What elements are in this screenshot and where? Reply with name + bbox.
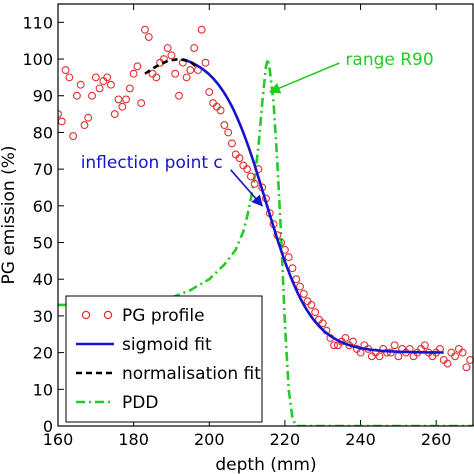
range-r90-arrow: [268, 62, 340, 94]
y-tick-label: 0: [43, 417, 53, 436]
pg-profile-point: [201, 58, 210, 67]
pg-profile-point: [420, 341, 429, 350]
y-tick-label: 40: [33, 270, 53, 289]
inflection-point-annotation: inflection point c: [81, 153, 223, 173]
legend-box: [65, 295, 263, 423]
y-axis-label: PG emission (%): [0, 145, 19, 284]
pg-profile-point: [299, 289, 308, 298]
x-tick-label: 240: [345, 430, 376, 449]
y-tick-label: 80: [33, 123, 53, 142]
pg-profile-point: [186, 66, 195, 75]
pg-profile-point: [69, 132, 78, 141]
x-tick-label: 220: [270, 430, 301, 449]
pg-profile-point: [220, 121, 229, 130]
y-tick-label: 60: [33, 197, 53, 216]
pg-profile-point: [137, 99, 146, 108]
pg-profile-point: [224, 128, 233, 137]
pg-profile-point: [390, 341, 399, 350]
pg-profile-point: [216, 106, 225, 115]
pg-profile-point: [106, 80, 115, 89]
pg-profile-point: [84, 113, 93, 122]
y-tick-label: 90: [33, 87, 53, 106]
legend-label: sigmoid fit: [122, 335, 212, 355]
pg-profile-point: [243, 165, 252, 174]
pg-profile-point: [235, 154, 244, 163]
axis-ticks: 160 180 200 220 240 260 0 10 20 30 40 50 60 70 80 90 100…: [22, 4, 451, 449]
pg-profile-point: [197, 25, 206, 34]
y-tick-label: 70: [33, 160, 53, 179]
x-tick-label: 200: [194, 430, 225, 449]
pg-profile-point: [163, 44, 172, 52]
pg-profile-point: [375, 352, 384, 361]
y-tick-label: 110: [22, 13, 53, 32]
annotations: range R90 inflection point c: [81, 50, 434, 207]
pg-profile-point: [76, 80, 85, 89]
x-tick-label: 160: [43, 430, 74, 449]
pg-profile-point: [133, 62, 142, 71]
pg-profile-point: [58, 110, 62, 119]
pg-profile-point: [129, 69, 138, 78]
pg-profile-point: [451, 352, 460, 361]
pg-profile-point: [330, 341, 339, 350]
pg-profile-point: [307, 300, 316, 309]
pg-profile-point: [95, 84, 104, 93]
pg-profile-point: [311, 308, 320, 317]
range-r90-annotation: range R90: [345, 50, 433, 70]
y-tick-label: 50: [33, 234, 53, 253]
y-tick-label: 20: [33, 344, 53, 363]
legend-label: PDD: [122, 393, 158, 413]
pg-profile-point: [190, 44, 199, 52]
pg-profile-point: [288, 264, 297, 273]
pg-profile-point: [318, 319, 327, 328]
y-tick-label: 100: [22, 50, 53, 69]
pg-profile-point: [175, 91, 183, 100]
legend: PG profile sigmoid fit normalisation fit PD…: [65, 295, 263, 423]
pg-profile-point: [152, 73, 161, 82]
pg-profile-point: [144, 33, 153, 41]
pg-profile-point: [182, 73, 191, 82]
sigmoid-fit-line: [182, 57, 444, 354]
legend-label: normalisation fit: [122, 364, 261, 384]
x-tick-label: 260: [421, 430, 452, 449]
pg-profile-point: [246, 172, 255, 181]
pg-profile-point: [250, 179, 259, 188]
inflection-point-arrow: [230, 169, 263, 207]
pg-profile-point: [122, 95, 131, 104]
pg-profile-point: [296, 282, 304, 291]
data-series: [58, 25, 474, 426]
pg-profile-point: [91, 73, 100, 82]
y-tick-label: 10: [33, 380, 53, 399]
legend-marker: [81, 310, 91, 320]
plot-frame: [57, 3, 474, 427]
pg-profile-point: [80, 121, 89, 130]
pg-profile-point: [284, 253, 293, 262]
pg-profile-point: [171, 69, 180, 78]
pg-profile-point: [228, 139, 236, 148]
pg-profile-point: [167, 51, 176, 60]
x-tick-label: 180: [118, 430, 149, 449]
pg-profile-point: [114, 95, 123, 104]
pg-profile-point: [458, 348, 467, 357]
pg-profile-point: [65, 73, 74, 82]
pg-profile-point: [103, 73, 112, 82]
pg-profile-point: [125, 84, 134, 93]
pg-profile-point: [141, 25, 149, 34]
pg-profile-point: [118, 102, 127, 111]
pg-profile-point: [72, 91, 81, 100]
legend-label: PG profile: [122, 306, 205, 326]
y-tick-label: 30: [33, 307, 53, 326]
pg-profile-point: [88, 91, 96, 100]
normalisation-fit-line: [144, 57, 199, 75]
legend-marker: [103, 310, 113, 320]
pg-profile-point: [61, 66, 70, 75]
pg-profile-point: [110, 110, 119, 119]
pg-profile-point: [443, 359, 452, 368]
pg-profile-point: [205, 88, 214, 97]
pg-profile-point: [341, 333, 350, 342]
x-axis-label: depth (mm): [215, 455, 316, 474]
pg-profile-point: [462, 363, 471, 372]
